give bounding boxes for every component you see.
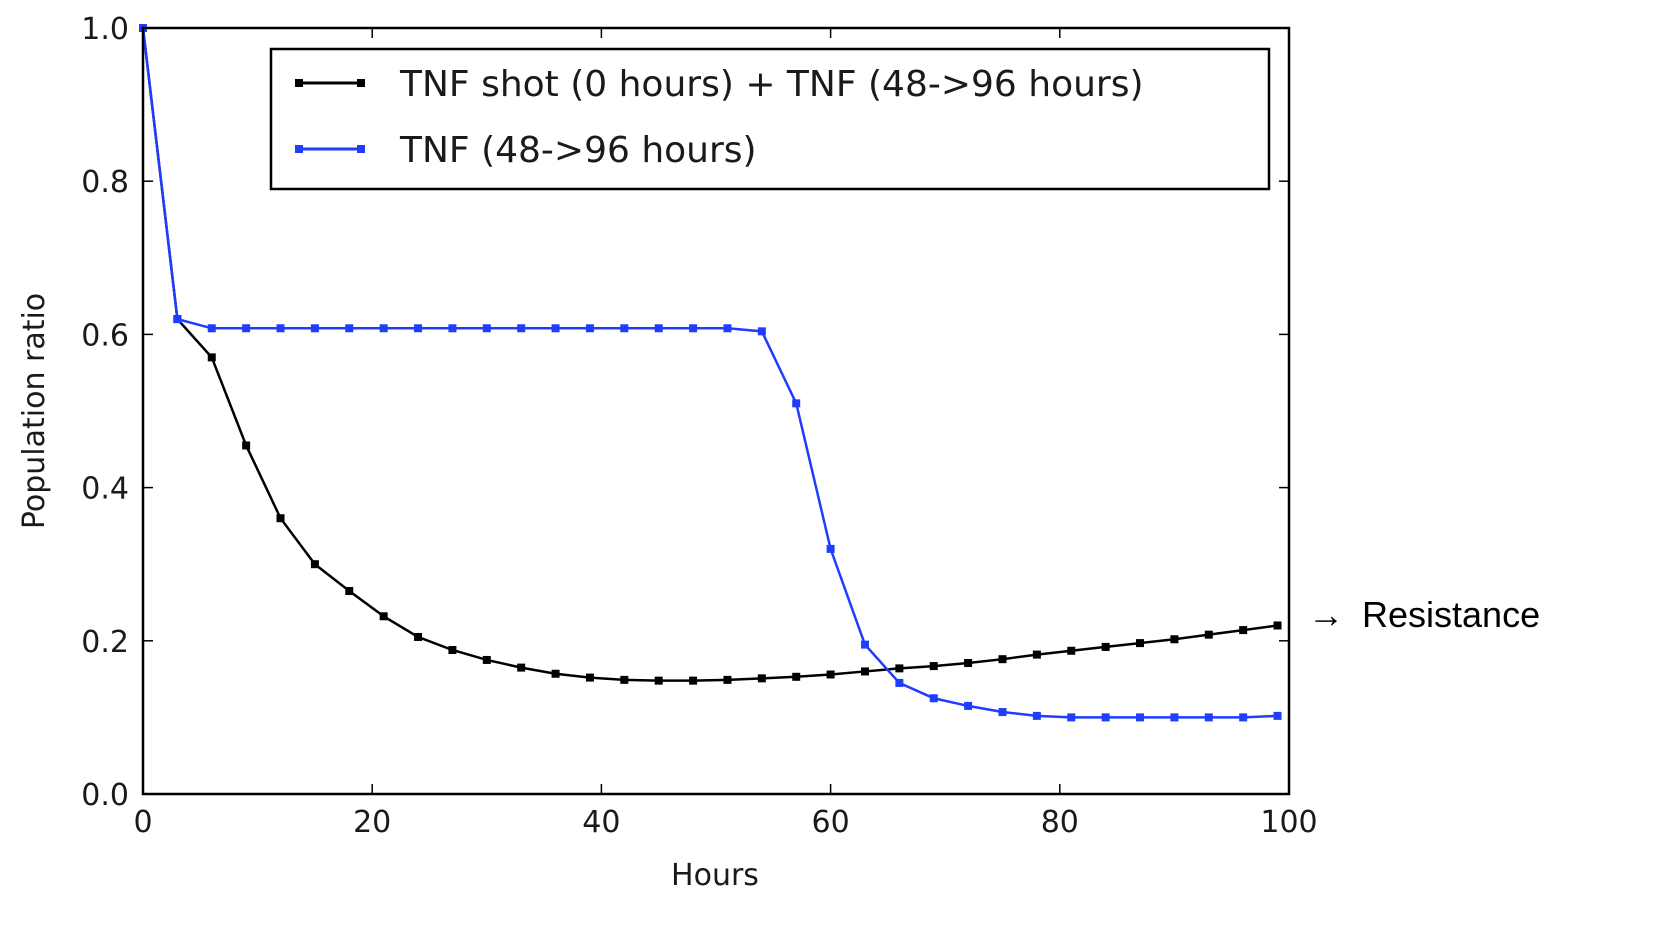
series-1-point [757,674,766,683]
series-2-point [345,324,354,333]
data-layer [139,24,1282,722]
series-2-point [414,324,423,333]
series-2-point [757,327,766,336]
series-2-point [585,324,594,333]
series-1-point [654,676,663,685]
series-2-point [1032,711,1041,720]
series-2-point [1101,713,1110,722]
y-tick-label: 1.0 [81,12,129,47]
x-axis-title: Hours [671,858,759,893]
x-tick-label: 0 [133,805,152,840]
series-2-point [929,694,938,703]
series-1-point [1170,635,1179,644]
series-1-point [964,659,973,668]
series-1-point [1136,639,1145,648]
series-1-point [689,676,698,685]
series-line-2 [141,27,1278,719]
series-1-point [998,655,1007,664]
series-2-point [242,324,251,333]
series-2-point [1273,711,1282,720]
series-1-point [345,587,354,596]
series-2-point [792,399,801,408]
series-1-point [1204,630,1213,639]
series-2-point [379,324,388,333]
series-1-point [860,667,869,676]
legend-box [269,47,1271,191]
legend-label-series-1: TNF shot (0 hours) + TNF (48->96 hours) [399,64,1144,105]
y-axis-title: Population ratio [17,293,52,529]
series-2-point [551,324,560,333]
series-1-point [792,672,801,681]
plot-frame [141,26,1291,796]
series-2-point [1136,713,1145,722]
series-1-point [1239,626,1248,635]
x-tick-label: 80 [1041,805,1079,840]
series-1-point [620,675,629,684]
series-2-point [723,324,732,333]
series-1-point [482,655,491,664]
series-2-point [964,701,973,710]
annotation-group: → Resistance [1308,594,1540,635]
y-tick-label: 0.8 [81,165,129,200]
series-1-point [276,514,285,523]
series-line-1 [141,27,1278,682]
series-2-point [517,324,526,333]
y-tick-label: 0.4 [81,472,129,507]
series-2-point [1239,713,1248,722]
series-1-point [207,353,216,362]
series-2-point [310,324,319,333]
resistance-arrow: → [1308,594,1344,635]
series-2-point [826,544,835,553]
series-1-point [379,612,388,621]
resistance-annotation: Resistance [1362,594,1540,635]
series-1-point [1067,646,1076,655]
series-1-point [551,669,560,678]
series-1-point [414,632,423,641]
series-1-point [242,441,251,450]
series-2-point [895,678,904,687]
x-tick-label: 20 [353,805,391,840]
legend-dot-series-2b [357,145,365,153]
series-1-point [895,664,904,673]
series-2-point [1067,713,1076,722]
y-tick-label: 0.0 [81,778,129,813]
series-2-point [1204,713,1213,722]
legend-dot-series-2a [295,145,303,153]
legend-dot-series-1b [357,79,365,87]
series-1-point [1273,621,1282,630]
x-tick-label: 40 [582,805,620,840]
series-1-point [929,662,938,671]
series-1-point [310,560,319,569]
series-1-point [517,663,526,672]
series-2-point [860,640,869,649]
series-2-point [998,708,1007,717]
series-2-point [276,324,285,333]
series-1-point [1101,642,1110,651]
series-2-point [207,324,216,333]
series-1-point [585,673,594,682]
series-1-point [826,670,835,679]
legend-dot-series-1a [295,79,303,87]
series-2-point [620,324,629,333]
series-2-point [654,324,663,333]
ticks-layer: 0 20 40 60 80 100 0.0 0.2 0.4 0.6 0.8 1.0 [81,12,1317,840]
series-2-point [448,324,457,333]
y-tick-label: 0.2 [81,625,129,660]
legend: TNF shot (0 hours) + TNF (48->96 hours) … [269,47,1271,191]
series-1-point [723,675,732,684]
y-tick-label: 0.6 [81,318,129,353]
series-1-point [1032,650,1041,659]
legend-label-series-2: TNF (48->96 hours) [399,130,757,171]
x-tick-label: 60 [812,805,850,840]
series-2-point [482,324,491,333]
series-1-point [448,645,457,654]
series-2-point [173,315,182,324]
x-tick-label: 100 [1260,805,1317,840]
series-2-point [689,324,698,333]
series-2-point [1170,713,1179,722]
